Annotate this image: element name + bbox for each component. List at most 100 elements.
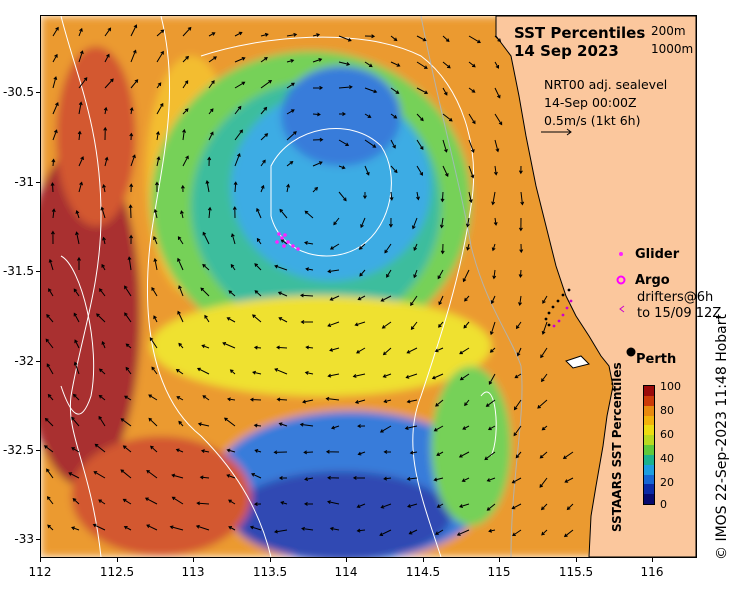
- current-arrow: [52, 102, 59, 115]
- colorbar-title: SSTAARS SST Percentiles: [610, 362, 624, 532]
- cbar-tick-60: 60: [660, 428, 674, 441]
- current-arrow: [180, 184, 185, 193]
- current-arrow: [251, 473, 262, 479]
- current-arrow: [177, 236, 184, 245]
- current-arrow: [234, 153, 241, 167]
- scale-arrow: [541, 128, 572, 136]
- map-date: 14 Sep 2023: [514, 42, 619, 60]
- current-arrow: [260, 106, 268, 115]
- current-arrow: [518, 269, 523, 278]
- current-arrow: [208, 32, 216, 37]
- current-arrow: [182, 128, 187, 141]
- current-arrow: [260, 56, 268, 63]
- current-arrow: [413, 243, 418, 251]
- current-arrow: [52, 53, 58, 63]
- current-arrow: [46, 496, 54, 505]
- current-arrow: [100, 206, 106, 219]
- current-arrow: [329, 295, 340, 301]
- current-arrow: [390, 113, 398, 119]
- current-arrow: [254, 449, 262, 453]
- current-arrow: [222, 341, 236, 349]
- sst-field: [41, 16, 696, 557]
- current-arrow: [234, 56, 246, 63]
- current-arrow: [468, 61, 476, 68]
- colorbar-segment: [644, 435, 654, 446]
- current-arrow: [149, 337, 158, 349]
- current-arrow: [488, 528, 496, 533]
- current-arrow: [148, 394, 158, 401]
- current-arrow: [43, 445, 54, 453]
- current-arrow: [518, 217, 523, 232]
- current-arrow: [200, 449, 210, 454]
- current-arrow: [431, 373, 444, 380]
- current-arrow: [71, 416, 80, 427]
- current-arrow: [93, 471, 106, 479]
- current-arrow: [286, 160, 294, 167]
- current-arrow: [439, 217, 444, 229]
- current-arrow: [260, 184, 265, 193]
- current-arrow: [327, 373, 340, 378]
- current-arrow: [226, 317, 236, 323]
- current-arrow: [518, 165, 523, 175]
- current-arrow: [364, 139, 377, 148]
- current-arrow: [286, 32, 298, 37]
- current-arrow: [202, 395, 210, 401]
- argo-symbol: [616, 275, 626, 285]
- current-arrow: [364, 61, 373, 68]
- current-arrow: [515, 451, 522, 459]
- current-arrow: [154, 181, 159, 193]
- depth-200m: 200m: [651, 24, 686, 38]
- cbar-tick-40: 40: [660, 452, 674, 465]
- current-arrow: [182, 55, 190, 63]
- colorbar-segment: [644, 464, 654, 475]
- current-arrow: [300, 320, 314, 325]
- current-arrow: [404, 425, 418, 430]
- current-arrow: [438, 321, 444, 328]
- current-arrow: [204, 314, 210, 323]
- current-arrow: [171, 496, 184, 505]
- current-arrow: [176, 396, 184, 401]
- current-arrow: [461, 477, 470, 482]
- current-arrow: [442, 87, 448, 96]
- current-arrow: [442, 113, 453, 122]
- current-arrow: [459, 347, 470, 355]
- current-arrow: [124, 285, 132, 297]
- current-arrow: [72, 393, 80, 401]
- current-arrow: [286, 109, 295, 115]
- current-arrow: [305, 267, 314, 272]
- current-arrow: [278, 317, 288, 323]
- colorbar-segment: [644, 454, 654, 466]
- current-arrow: [277, 291, 288, 297]
- current-arrow: [72, 498, 80, 505]
- current-arrow: [44, 417, 54, 427]
- current-arrow: [75, 209, 80, 219]
- current-arrow: [442, 139, 448, 153]
- current-arrow: [380, 295, 392, 302]
- current-arrow: [488, 373, 496, 385]
- current-arrow: [541, 373, 548, 383]
- current-arrow: [338, 35, 352, 42]
- current-arrow: [537, 399, 548, 409]
- current-arrow: [312, 186, 319, 193]
- current-arrow: [516, 347, 522, 357]
- current-arrow: [230, 233, 236, 245]
- current-arrow: [494, 139, 500, 153]
- current-arrow: [195, 524, 210, 531]
- current-arrow: [278, 476, 288, 480]
- current-arrow: [130, 49, 137, 63]
- current-arrow: [208, 131, 214, 141]
- current-arrow: [383, 449, 392, 454]
- current-arrow: [279, 208, 288, 219]
- depth-1000m: 1000m: [651, 42, 694, 56]
- current-arrow: [156, 102, 164, 115]
- current-arrow: [407, 503, 418, 508]
- current-arrow: [146, 524, 158, 531]
- current-arrow: [511, 503, 522, 510]
- current-arrow: [71, 526, 80, 531]
- current-arrow: [260, 159, 266, 167]
- current-arrow: [435, 399, 444, 407]
- current-arrow: [156, 156, 161, 167]
- current-arrow: [519, 243, 524, 254]
- current-arrow: [234, 105, 242, 115]
- current-arrow: [233, 181, 238, 193]
